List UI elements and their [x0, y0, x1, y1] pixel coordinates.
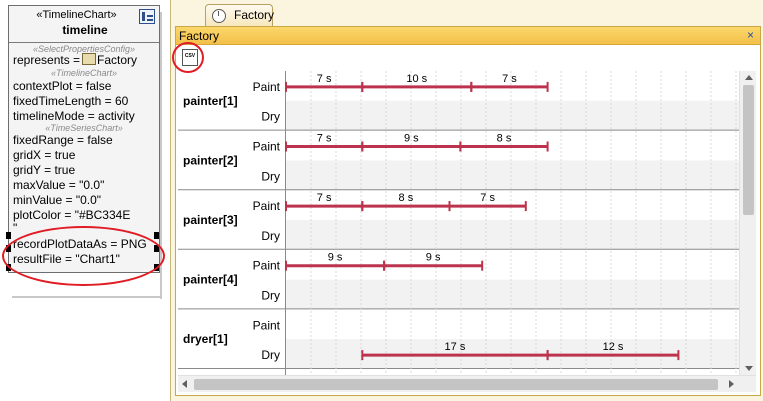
stereotype-time-series-chart: «TimeSeriesChart» — [45, 123, 123, 133]
segment-label: 9 s — [404, 133, 419, 145]
highlight-ellipse — [2, 226, 165, 286]
property-represents[interactable]: represents = Factory — [13, 53, 137, 67]
segment-label: 7 s — [317, 73, 332, 85]
segment-label: 7 s — [480, 192, 495, 204]
segment-label: 7 s — [317, 133, 332, 145]
lane-label: Dry — [261, 289, 280, 303]
property-fixed-range[interactable]: fixedRange = false — [13, 133, 113, 147]
segment-label: 8 s — [399, 192, 414, 204]
horizontal-scroll-thumb[interactable] — [194, 379, 718, 390]
factory-block-icon — [82, 53, 97, 65]
selection-handle[interactable] — [154, 232, 159, 239]
panel-title: Factory — [179, 29, 220, 43]
block-shadow — [12, 296, 162, 298]
represents-value: Factory — [97, 53, 138, 67]
horizontal-scrollbar[interactable] — [178, 375, 756, 392]
property-grid-y[interactable]: gridY = true — [13, 163, 76, 177]
segment-label: 8 s — [497, 133, 512, 145]
segment-label: 7 s — [502, 73, 517, 85]
highlight-ellipse — [172, 42, 204, 73]
block-shadow — [160, 12, 162, 299]
clock-icon — [212, 9, 226, 23]
segment-label: 12 s — [603, 341, 624, 353]
scroll-right-icon[interactable] — [729, 380, 734, 388]
lane-background — [286, 220, 739, 250]
lane-background — [286, 100, 739, 131]
lane-label: Dry — [261, 169, 280, 183]
property-grid-x[interactable]: gridX = true — [13, 148, 76, 162]
lane-background — [286, 279, 739, 310]
property-context-plot[interactable]: contextPlot = false — [13, 79, 112, 93]
lane-label: Paint — [253, 259, 281, 273]
property-fixed-time-length[interactable]: fixedTimeLength = 60 — [13, 94, 129, 108]
property-timeline-mode[interactable]: timelineMode = activity — [13, 109, 135, 123]
block-divider — [9, 42, 159, 43]
lane-label: Dry — [261, 229, 280, 243]
represents-label: represents = — [13, 53, 81, 67]
vertical-scroll-thumb[interactable] — [743, 85, 754, 215]
lane-label: Paint — [253, 318, 281, 332]
block-name: timeline — [62, 23, 108, 37]
scroll-down-icon[interactable] — [745, 366, 753, 371]
selection-handle[interactable] — [6, 232, 11, 239]
stereotype-select-properties-config: «SelectPropertiesConfig» — [32, 44, 136, 54]
segment-label: 9 s — [426, 252, 441, 264]
chart-toolbar: CSV — [176, 45, 760, 71]
row-name: dryer[1] — [183, 332, 228, 346]
lane-label: Paint — [253, 140, 281, 154]
stereotype-timeline-chart: «TimelineChart» — [51, 68, 117, 78]
timeline-chart: painter[1] Paint 7 s 10 s 7 s Dry painter[2] Pa… — [178, 71, 739, 375]
lane-background — [286, 160, 739, 191]
segment-label: 17 s — [445, 341, 466, 353]
property-plot-color[interactable]: plotColor = "#BC334E — [13, 208, 131, 222]
segment-label: 9 s — [328, 252, 343, 264]
chart-window: Factory Factory × CSV painter[1] Paint 7 s… — [170, 0, 763, 401]
lane-label: Paint — [253, 80, 281, 94]
vertical-scrollbar[interactable] — [739, 71, 756, 375]
scroll-left-icon[interactable] — [182, 380, 187, 388]
lane-label: Paint — [253, 199, 281, 213]
row-name: painter[4] — [183, 273, 238, 287]
chart-panel: Factory × CSV painter[1] Paint 7 s 10 s 7 s D… — [175, 26, 761, 396]
tab-label: Factory — [234, 8, 275, 22]
lane-label: Dry — [261, 110, 280, 124]
close-button[interactable]: × — [746, 28, 754, 42]
scroll-up-icon[interactable] — [745, 75, 753, 80]
row-name: painter[2] — [183, 153, 238, 167]
property-plot-color-cont: " — [13, 221, 18, 235]
segment-label: 10 s — [406, 73, 427, 85]
block-stereotype: «TimelineChart» — [36, 9, 117, 21]
lane-label: Dry — [261, 348, 280, 362]
property-min-value[interactable]: minValue = "0.0" — [13, 193, 102, 207]
panel-titlebar: Factory × — [176, 27, 760, 45]
row-name: painter[1] — [183, 94, 238, 108]
timeline-chart-svg: painter[1] Paint 7 s 10 s 7 s Dry painter[2] Pa… — [178, 71, 739, 375]
property-max-value[interactable]: maxValue = "0.0" — [13, 178, 105, 192]
row-name: painter[3] — [183, 213, 238, 227]
segment-label: 7 s — [317, 192, 332, 204]
timeline-chart-icon — [139, 9, 155, 24]
tab-factory[interactable]: Factory — [205, 4, 275, 26]
